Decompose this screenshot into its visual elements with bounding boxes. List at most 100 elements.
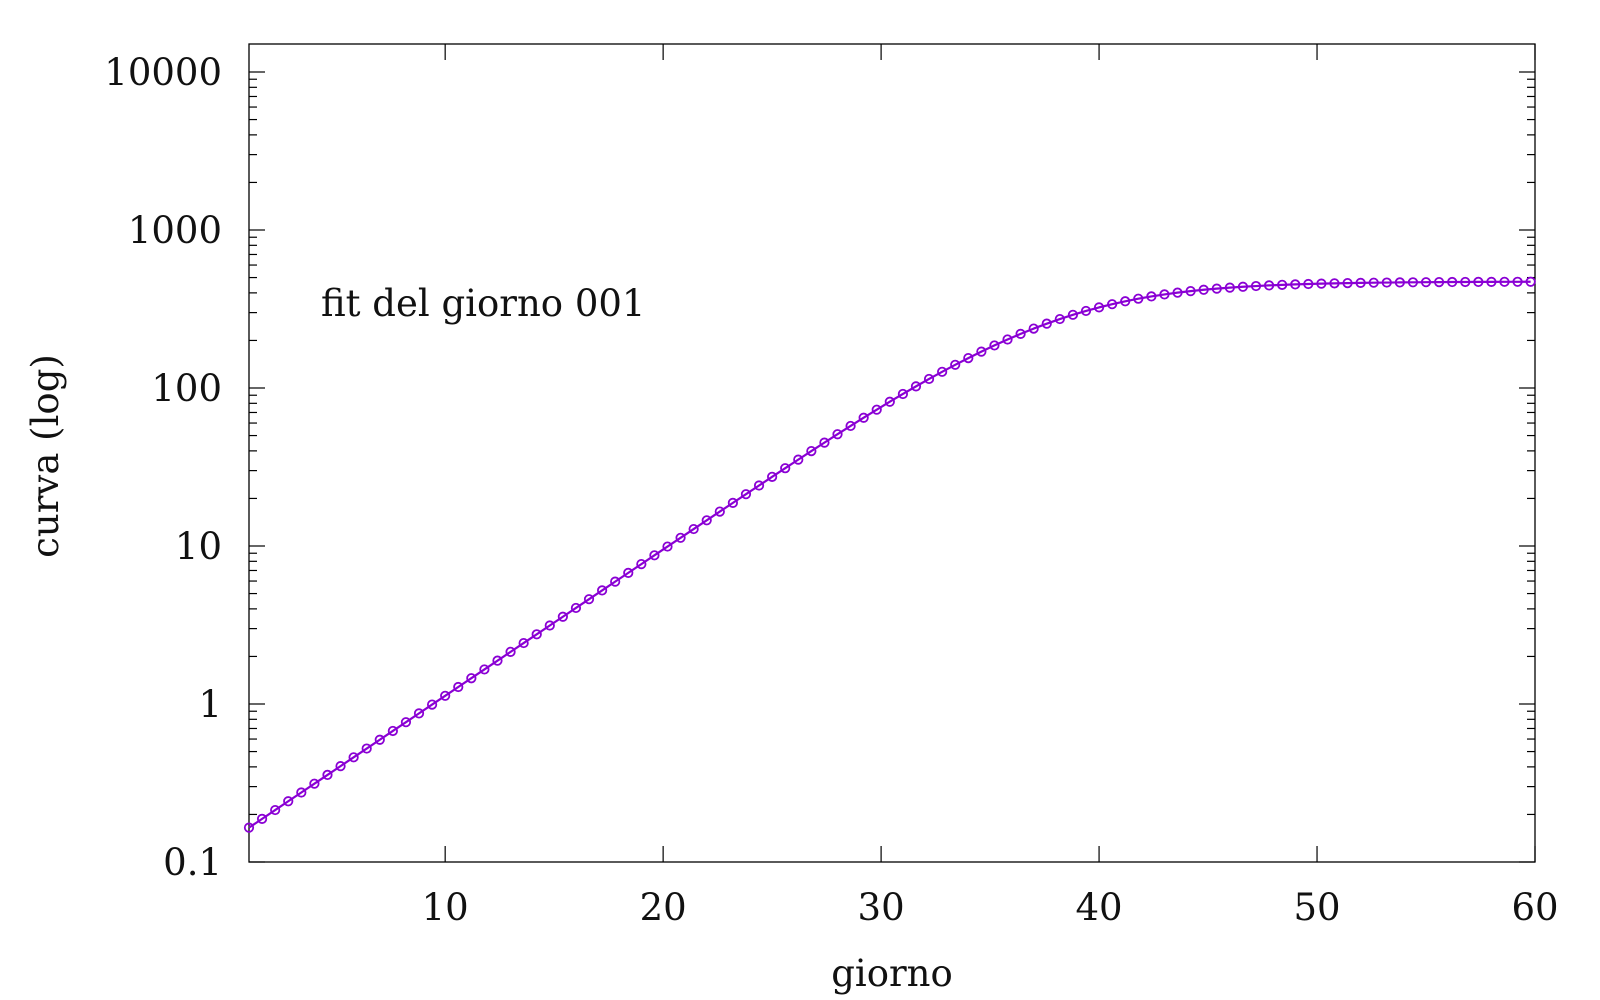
data-point <box>557 611 568 622</box>
data-point <box>1420 277 1432 288</box>
data-point <box>806 445 817 457</box>
data-point <box>348 752 359 763</box>
data-point <box>374 734 385 745</box>
y-tick-label: 100 <box>151 367 222 410</box>
x-axis-label: giorno <box>831 952 953 995</box>
data-point <box>1342 277 1353 289</box>
data-point <box>309 778 320 789</box>
data-point <box>910 381 922 392</box>
data-point <box>1499 276 1510 287</box>
data-point <box>335 761 346 772</box>
data-point <box>570 602 582 614</box>
data-point <box>597 585 608 596</box>
x-tick-label: 60 <box>1511 886 1558 929</box>
data-point <box>1159 289 1170 300</box>
data-point <box>767 471 778 482</box>
y-tick-label: 10 <box>175 525 222 568</box>
data-point <box>623 567 634 578</box>
data-point <box>466 673 477 684</box>
data-point <box>1224 282 1235 293</box>
data-point <box>1381 277 1392 288</box>
y-tick-label: 1000 <box>128 209 222 252</box>
data-point <box>505 646 516 657</box>
data-point <box>256 813 268 824</box>
data-point <box>923 373 935 385</box>
x-tick-label: 30 <box>858 886 905 929</box>
data-point <box>1028 323 1039 334</box>
data-point <box>492 655 503 666</box>
data-point <box>1512 276 1523 287</box>
x-tick-label: 40 <box>1076 886 1123 929</box>
data-point <box>1054 313 1065 325</box>
data-point <box>479 664 490 675</box>
data-point <box>1433 276 1445 288</box>
data-point <box>675 532 686 543</box>
y-tick-label: 10000 <box>104 51 222 94</box>
data-point <box>453 681 464 693</box>
x-tick-label: 20 <box>640 886 687 929</box>
data-point <box>1447 276 1458 288</box>
data-point <box>688 523 699 535</box>
data-point <box>1460 276 1471 288</box>
data-point <box>1080 305 1092 317</box>
series-points <box>243 276 1536 833</box>
data-point <box>1107 299 1118 310</box>
data-point <box>531 629 542 640</box>
data-point <box>1185 286 1196 297</box>
data-point <box>518 637 529 649</box>
data-point <box>583 594 595 605</box>
data-point <box>727 497 738 508</box>
data-point <box>989 340 1000 351</box>
y-tick-labels: 0.1 1 10 100 1000 10000 <box>104 51 222 884</box>
y-tick-label: 1 <box>198 683 222 726</box>
data-point <box>1015 328 1026 339</box>
data-point <box>937 366 948 377</box>
x-tick-labels: 10 20 30 40 50 60 <box>422 886 1559 929</box>
data-point <box>1355 277 1366 288</box>
data-point <box>1303 278 1314 290</box>
data-point <box>963 352 974 364</box>
data-point <box>1250 280 1262 292</box>
data-point <box>832 429 843 440</box>
data-point <box>387 725 398 737</box>
data-point <box>1368 277 1379 288</box>
y-tick-label: 0.1 <box>163 841 222 884</box>
series-path <box>248 280 1531 829</box>
data-point <box>662 541 673 552</box>
plot-border <box>248 43 1536 863</box>
data-point <box>440 690 451 701</box>
data-point <box>819 437 830 448</box>
data-point <box>1486 276 1497 287</box>
data-point <box>636 559 647 570</box>
data-point <box>1525 276 1536 287</box>
data-point <box>296 787 307 798</box>
data-point <box>1407 277 1419 288</box>
data-point <box>243 822 255 833</box>
plot-frame <box>248 43 1536 863</box>
axis-ticks <box>249 44 1536 863</box>
data-point <box>1329 278 1340 289</box>
data-point <box>950 359 961 370</box>
data-point <box>858 412 869 423</box>
data-point <box>1263 280 1275 291</box>
data-point <box>361 743 372 754</box>
data-point <box>701 515 712 526</box>
data-point <box>413 708 425 719</box>
data-point <box>714 506 725 517</box>
data-point <box>1198 284 1209 295</box>
data-point <box>753 480 765 491</box>
y-axis-label: curva (log) <box>24 354 67 558</box>
data-point <box>283 796 294 807</box>
data-point <box>270 804 281 816</box>
data-point <box>1290 279 1301 290</box>
data-point <box>1316 278 1327 289</box>
fit-annotation: fit del giorno 001 <box>321 282 645 325</box>
data-point <box>610 576 621 587</box>
x-tick-label: 50 <box>1293 886 1340 929</box>
data-point <box>649 550 660 561</box>
data-point <box>1067 309 1079 320</box>
data-point <box>1211 283 1222 294</box>
data-point <box>1277 279 1288 290</box>
data-point <box>400 717 412 728</box>
